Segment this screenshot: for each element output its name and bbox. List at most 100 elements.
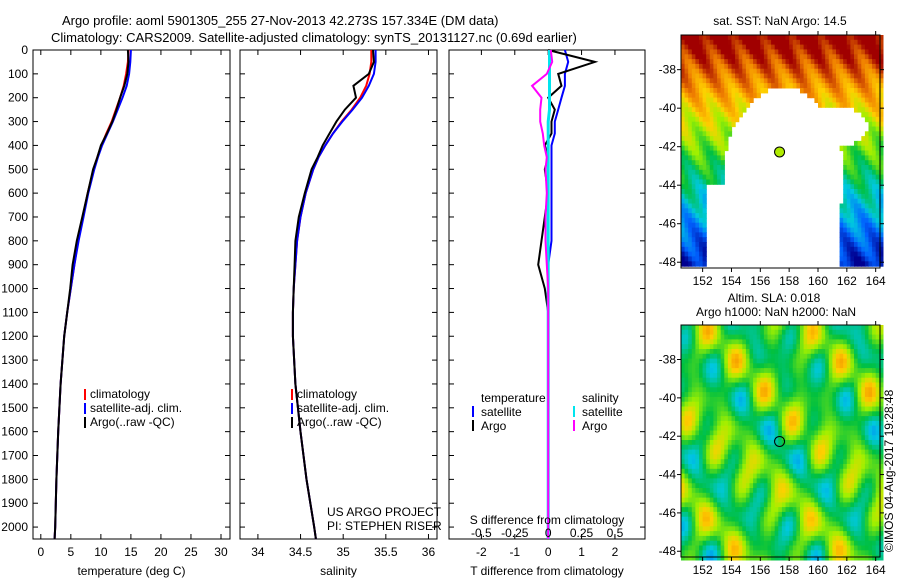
sla-map-frame [680,324,881,558]
lon-tick-label: 156 [750,274,770,288]
y-tick-label: 1700 [1,449,28,463]
y-tick-label: 800 [8,234,28,248]
x-tick-label: 36 [422,545,436,559]
x-tick-label: 30 [214,545,228,559]
sst-map-frame [680,34,881,269]
y-tick-label: 500 [8,162,28,176]
title-line1: Argo profile: aoml 5901305_255 27-Nov-20… [62,13,499,28]
credit: ©IMOS 04-Aug-2017 19:28:48 [882,389,896,552]
sla-map-cells [681,325,884,561]
y-tick-label: 1800 [1,472,28,486]
x-tick-label: 34.5 [289,545,313,559]
x-tick-label: 25 [184,545,198,559]
x-tick-label: 1 [578,545,585,559]
lon-tick-label: 162 [837,563,857,577]
argo-location-marker [774,146,786,158]
y-tick-label: 700 [8,210,28,224]
legend-label: Argo(..raw -QC) [297,415,382,429]
series-line-argo-raw-qc- [53,49,130,540]
lon-tick-label: 154 [721,274,741,288]
sla-map-title2: Argo h1000: NaN h2000: NaN [696,305,856,319]
legend-label: satellite-adj. clim. [90,401,182,415]
y-tick-label: 1500 [1,401,28,415]
series-line-climatology [53,49,130,540]
legend-label: Argo [481,419,507,433]
x2-tick-label: 0.25 [570,526,594,540]
lat-tick-label: -46 [659,506,677,520]
legend-title-temperature: temperature [481,391,546,405]
y-tick-label: 1200 [1,329,28,343]
title-line2: Climatology: CARS2009. Satellite-adjuste… [51,30,577,45]
y-tick-label: 1100 [2,305,28,319]
x2-tick-label: 0 [545,526,552,540]
x-axis-label: temperature (deg C) [77,564,185,578]
y-tick-label: 300 [8,115,28,129]
y-tick-label: 0 [21,43,28,57]
lat-tick-label: -46 [659,217,677,231]
lat-tick-label: -38 [659,353,677,367]
series-line-s-argo [530,49,554,539]
annotation-line2: PI: STEPHEN RISER [327,519,442,533]
lat-tick-label: -44 [659,178,677,192]
x-tick-label: 10 [94,545,108,559]
lon-tick-label: 160 [808,563,828,577]
lat-tick-label: -42 [659,140,677,154]
lon-tick-label: 158 [779,274,799,288]
series-line-argo-raw-qc- [291,49,375,540]
x-tick-label: 2 [612,545,619,559]
y-tick-label: 400 [8,138,28,152]
series-line-satellite-adj-clim- [53,49,132,540]
x2-tick-label: 0.5 [607,526,624,540]
x-axis-label-2: S difference from climatology [470,513,625,527]
legend-label: Argo(..raw -QC) [90,415,175,429]
x-tick-label: -2 [476,545,487,559]
lon-tick-label: 158 [779,563,799,577]
y-tick-label: 1900 [1,496,28,510]
x-tick-label: 35 [337,545,351,559]
legend-label: Argo [582,419,608,433]
y-tick-label: 200 [8,91,28,105]
y-tick-label: 1400 [1,377,28,391]
lat-tick-label: -48 [659,255,677,269]
plot-frame-temperature [32,49,231,540]
x-tick-label: 0 [37,545,44,559]
legend-label: satellite-adj. clim. [297,401,389,415]
x-tick-label: 20 [154,545,168,559]
lon-tick-label: 152 [693,563,713,577]
lon-tick-label: 160 [808,274,828,288]
x-tick-label: 15 [124,545,138,559]
x-tick-label: 0 [545,545,552,559]
legend-label: satellite [481,405,522,419]
sst-map-cells [681,35,884,267]
x-axis-label: T difference from climatology [470,564,624,578]
sst-map-title: sat. SST: NaN Argo: 14.5 [713,14,847,28]
x2-tick-label: -0.25 [501,526,529,540]
lat-tick-label: -42 [659,429,677,443]
y-tick-label: 1300 [1,353,28,367]
y-tick-label: 2000 [1,520,28,534]
x-axis-label: salinity [320,564,357,578]
lat-tick-label: -40 [659,391,677,405]
legend-label: climatology [90,387,150,401]
y-tick-label: 600 [8,186,28,200]
legend-label: satellite [582,405,623,419]
y-tick-label: 900 [8,258,28,272]
x-tick-label: 34 [251,545,265,559]
lon-tick-label: 164 [866,563,886,577]
lat-tick-label: -48 [659,544,677,558]
lat-tick-label: -44 [659,468,677,482]
lat-tick-label: -38 [659,63,677,77]
y-tick-label: 1000 [1,282,28,296]
y-tick-label: 100 [8,67,28,81]
x2-tick-label: -0.5 [471,526,492,540]
legend-label: climatology [297,387,357,401]
x-tick-label: 35.5 [374,545,398,559]
y-tick-label: 1600 [1,425,28,439]
legend-title-salinity: salinity [582,391,619,405]
plot-frame-salinity [239,49,438,540]
lon-tick-label: 164 [866,274,886,288]
lon-tick-label: 154 [721,563,741,577]
annotation-line1: US ARGO PROJECT [327,505,442,519]
